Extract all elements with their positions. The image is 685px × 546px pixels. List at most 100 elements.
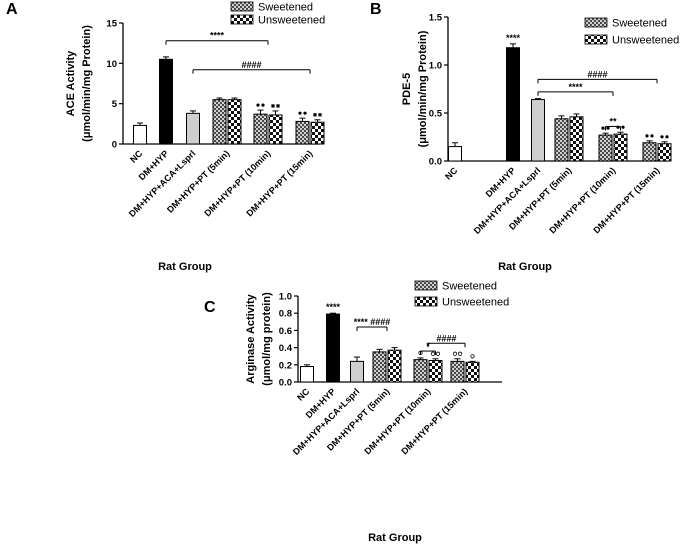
category-label: NC (128, 148, 145, 165)
y-tick-label: 1.5 (429, 13, 443, 24)
legend-label-sweet: Sweetened (442, 281, 497, 293)
y-tick-label: 0.5 (429, 109, 443, 120)
y-axis-title: Arginase Activity (245, 293, 257, 383)
legend-label-sweet: Sweetened (612, 18, 667, 30)
bar-white-0 (133, 124, 147, 145)
square-mark (318, 113, 322, 117)
legend-swatch-sweet (584, 17, 608, 28)
bar-unsweet-4 (428, 360, 443, 383)
category-label: DM+HYP+PT (15min) (399, 386, 469, 456)
bracket-label: ** (609, 116, 617, 126)
y-tick-label: 0.0 (429, 157, 442, 168)
category-label: NC (295, 386, 312, 403)
square-mark (276, 104, 280, 108)
dot-mark (261, 103, 265, 107)
panel-letter: B (370, 1, 382, 18)
y-tick-label: 1.0 (429, 61, 442, 72)
y-tick-label: 0.8 (279, 309, 292, 320)
legend-label-unsweet: Unsweetened (442, 297, 509, 309)
bar-unsweet-5 (310, 121, 325, 145)
bar-unsweet-3 (227, 99, 242, 145)
circle-mark (470, 354, 475, 359)
x-axis-title: Rat Group (498, 261, 552, 273)
bracket-label: #### (241, 60, 261, 70)
y-axis-title-units: (μmol/min/mg Protein) (81, 25, 93, 142)
bar-black-1 (159, 58, 173, 145)
bar-unsweet-5 (465, 361, 480, 383)
dot-mark (606, 126, 610, 130)
bar-sweet-4 (598, 134, 613, 162)
circle-mark (435, 351, 441, 356)
bracket-label: **** (568, 82, 583, 92)
bar-sweet-3 (554, 118, 569, 162)
bar-sweet-3 (212, 99, 227, 145)
bar-black-1 (506, 47, 520, 162)
dot-mark (645, 134, 649, 138)
y-tick-label: 0.4 (279, 343, 293, 354)
legend-label-unsweet: Unsweetened (612, 35, 679, 47)
x-axis-title: Rat Group (368, 532, 422, 544)
bracket-label: #### (436, 333, 456, 343)
dot-mark (298, 111, 302, 115)
dot-mark (665, 135, 669, 139)
panel-c: C 0.0 0.2 0.4 0.6 0.8 1.0 Arginase Activity (μmo… (204, 281, 509, 545)
bar-sweet-4 (253, 113, 268, 145)
bar-unsweet-3 (569, 116, 584, 162)
dot-mark (256, 103, 260, 107)
bracket-label: **** (210, 31, 225, 41)
legend-swatch-sweet (414, 280, 438, 291)
square-mark (313, 113, 317, 117)
y-tick-label: 0.6 (279, 326, 292, 337)
category-label: NC (443, 165, 460, 182)
y-axis-title: ACE Activity (65, 50, 77, 116)
bar-black-1 (326, 313, 340, 383)
dot-mark (660, 135, 664, 139)
y-tick-label: 15 (106, 19, 117, 30)
y-tick-label: 0.0 (279, 378, 292, 389)
legend-swatch-unsweet (230, 14, 254, 25)
bar-unsweet-4 (268, 114, 283, 145)
panel-a: A 0 5 10 15 ACE Activity (μmol/min/mg Protein)… (6, 1, 325, 273)
y-tick-label: 0 (112, 140, 117, 151)
y-axis-title-units: (μmol/mg protein) (261, 292, 273, 386)
bar-sweet-5 (450, 360, 465, 383)
bar-sweet-5 (295, 120, 310, 145)
dot-mark (621, 125, 625, 129)
bar-gray-2 (531, 99, 545, 162)
bar-unsweet-5 (657, 143, 672, 162)
legend-label-unsweet: Unsweetened (258, 15, 325, 27)
y-tick-label: 1.0 (279, 292, 292, 303)
y-tick-label: 10 (106, 59, 117, 70)
significance-label: **** (506, 33, 521, 43)
panel-b: B 0.0 0.5 1.0 1.5 PDE-5 (μmol/min/mg Protein) R… (370, 1, 679, 273)
x-axis-title: Rat Group (158, 261, 212, 273)
bar-white-0 (300, 366, 314, 383)
bar-white-0 (448, 146, 462, 162)
bar-unsweet-4 (613, 133, 628, 162)
bar-gray-2 (186, 112, 200, 145)
dot-mark (616, 125, 620, 129)
bracket-label: #### (587, 69, 607, 79)
legend-swatch-unsweet (584, 34, 608, 45)
dot-mark (601, 126, 605, 130)
square-mark (271, 104, 275, 108)
bracket-label: **** #### (354, 317, 391, 327)
legend-swatch-unsweet (414, 296, 438, 307)
circle-mark (418, 350, 423, 356)
y-axis-title: PDE-5 (401, 73, 413, 105)
bar-sweet-3 (372, 351, 387, 383)
bar-unsweet-3 (387, 349, 402, 383)
significance-label: **** (326, 302, 341, 312)
dot-mark (650, 134, 654, 138)
bar-sweet-4 (413, 359, 428, 383)
y-tick-label: 0.2 (279, 360, 292, 371)
bracket-label: * (426, 341, 430, 351)
dot-mark (303, 111, 307, 115)
panel-letter: A (6, 1, 18, 18)
legend-label-sweet: Sweetened (258, 2, 313, 14)
legend-swatch-sweet (230, 1, 254, 12)
bar-sweet-5 (642, 142, 657, 162)
circle-mark (430, 351, 436, 356)
circle-mark (452, 351, 458, 356)
